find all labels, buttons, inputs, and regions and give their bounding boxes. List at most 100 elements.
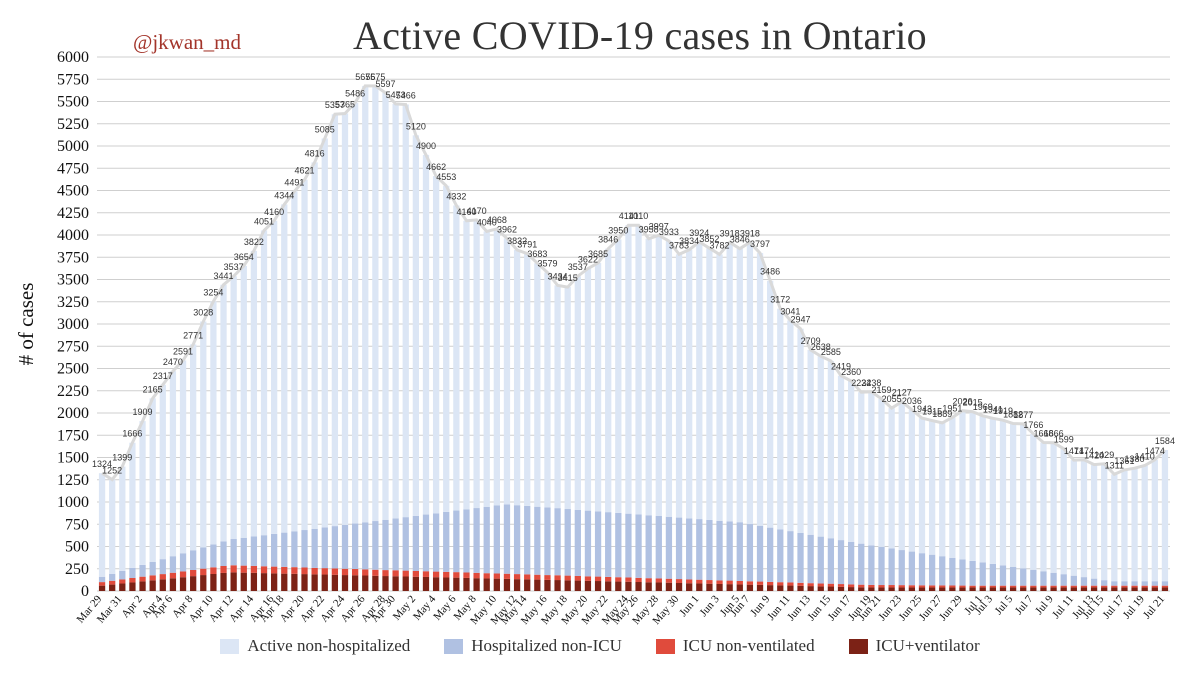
bar-icu-nonvent — [665, 578, 673, 583]
total-label: 1666 — [1044, 429, 1064, 439]
bar-icu-nonvent — [777, 582, 784, 586]
bar-hospitalized — [908, 551, 916, 586]
bar-active — [412, 135, 420, 516]
bar-icu-nonvent — [878, 585, 885, 588]
bar-icu-vent — [382, 576, 389, 591]
total-label: 3537 — [224, 262, 244, 272]
bar-icu-vent — [432, 577, 440, 591]
bar-icu-vent — [422, 576, 430, 591]
bar-active — [1111, 474, 1118, 582]
bar-icu-nonvent — [382, 570, 389, 577]
bar-icu-vent — [493, 578, 500, 591]
bar-icu-vent — [1040, 587, 1047, 591]
bar-icu-vent — [827, 586, 835, 591]
bar-active — [271, 220, 278, 534]
x-tick-label: Jun 3 — [698, 593, 723, 619]
y-tick-label: 3250 — [57, 294, 89, 311]
bar-active — [260, 230, 268, 536]
legend-label-active: Active non-hospitalized — [247, 636, 411, 655]
bar-icu-vent — [169, 578, 177, 591]
bar-active — [109, 479, 116, 574]
bar-icu-vent — [767, 585, 774, 591]
bar-icu-nonvent — [493, 573, 500, 579]
bar-hospitalized — [1080, 577, 1088, 586]
bar-hospitalized — [503, 504, 511, 574]
total-label: 2127 — [892, 388, 912, 398]
bar-active — [979, 415, 986, 563]
x-tick-label: Apr 2 — [119, 593, 144, 620]
total-label: 2234 — [851, 378, 871, 388]
bar-active — [878, 398, 885, 547]
bar-icu-nonvent — [321, 568, 328, 575]
bar-icu-nonvent — [220, 565, 227, 573]
x-tick-label: Jul 11 — [1050, 593, 1076, 621]
bar-active — [159, 384, 166, 560]
bar-active — [675, 254, 683, 518]
bar-icu-vent — [787, 585, 794, 591]
bar-active — [534, 263, 541, 507]
bar-active — [736, 248, 743, 523]
bar-icu-vent — [351, 575, 359, 591]
bar-hospitalized — [392, 518, 399, 571]
bar-icu-nonvent — [544, 575, 551, 580]
bar-icu-vent — [402, 576, 409, 591]
bar-active — [473, 219, 480, 509]
bar-hospitalized — [605, 512, 612, 577]
bar-icu-nonvent — [635, 577, 642, 583]
total-label: 1666 — [122, 429, 142, 439]
bar-icu-vent — [483, 578, 490, 591]
bar-active — [1030, 433, 1037, 570]
bar-hospitalized — [645, 515, 652, 579]
total-label: 3950 — [608, 225, 628, 235]
bar-icu-nonvent — [615, 577, 622, 582]
bar-active — [645, 238, 652, 516]
total-label: 4160 — [456, 207, 476, 217]
y-tick-label: 500 — [65, 539, 89, 556]
total-label: 3918 — [720, 228, 740, 238]
bar-active — [503, 238, 511, 505]
total-label: 3797 — [750, 239, 770, 249]
bar-hospitalized — [98, 576, 106, 583]
bar-icu-vent — [1151, 587, 1158, 591]
bar-icu-vent — [574, 580, 581, 591]
bar-hospitalized — [179, 553, 187, 572]
bar-icu-nonvent — [1101, 585, 1108, 588]
bar-icu-nonvent — [999, 585, 1007, 588]
y-tick-label: 5000 — [57, 138, 89, 155]
total-label: 1941 — [983, 404, 1003, 414]
bar-active — [402, 104, 409, 518]
bar-hospitalized — [372, 521, 379, 570]
bar-icu-vent — [473, 578, 480, 591]
y-tick-label: 250 — [65, 561, 89, 578]
bar-icu-nonvent — [989, 585, 996, 588]
bar-icu-nonvent — [250, 565, 258, 573]
bar-icu-nonvent — [453, 572, 460, 578]
bar-icu-vent — [453, 577, 460, 591]
bar-icu-vent — [696, 583, 703, 591]
total-label: 5466 — [396, 91, 416, 101]
bar-icu-nonvent — [716, 580, 723, 584]
bar-active — [969, 411, 976, 561]
total-label: 3933 — [659, 227, 679, 237]
total-label: 5675 — [355, 72, 375, 82]
bar-hospitalized — [858, 543, 865, 585]
bar-active — [564, 287, 571, 510]
bar-icu-vent — [534, 579, 541, 591]
bar-hospitalized — [119, 570, 126, 580]
bar-icu-vent — [716, 583, 723, 591]
x-tick-label: Jun 1 — [677, 593, 701, 619]
bar-hospitalized — [1141, 581, 1148, 586]
y-tick-label: 3750 — [57, 249, 89, 266]
x-tick-label: Jul 19 — [1121, 593, 1148, 621]
bar-icu-vent — [139, 581, 146, 591]
bar-icu-vent — [1131, 587, 1138, 591]
bar-icu-nonvent — [979, 585, 986, 588]
bar-active — [554, 285, 561, 509]
bar-icu-vent — [412, 576, 420, 591]
bar-icu-vent — [1121, 587, 1128, 591]
bar-icu-nonvent — [149, 575, 156, 581]
total-label: 2036 — [902, 396, 922, 406]
bar-hospitalized — [898, 550, 905, 586]
